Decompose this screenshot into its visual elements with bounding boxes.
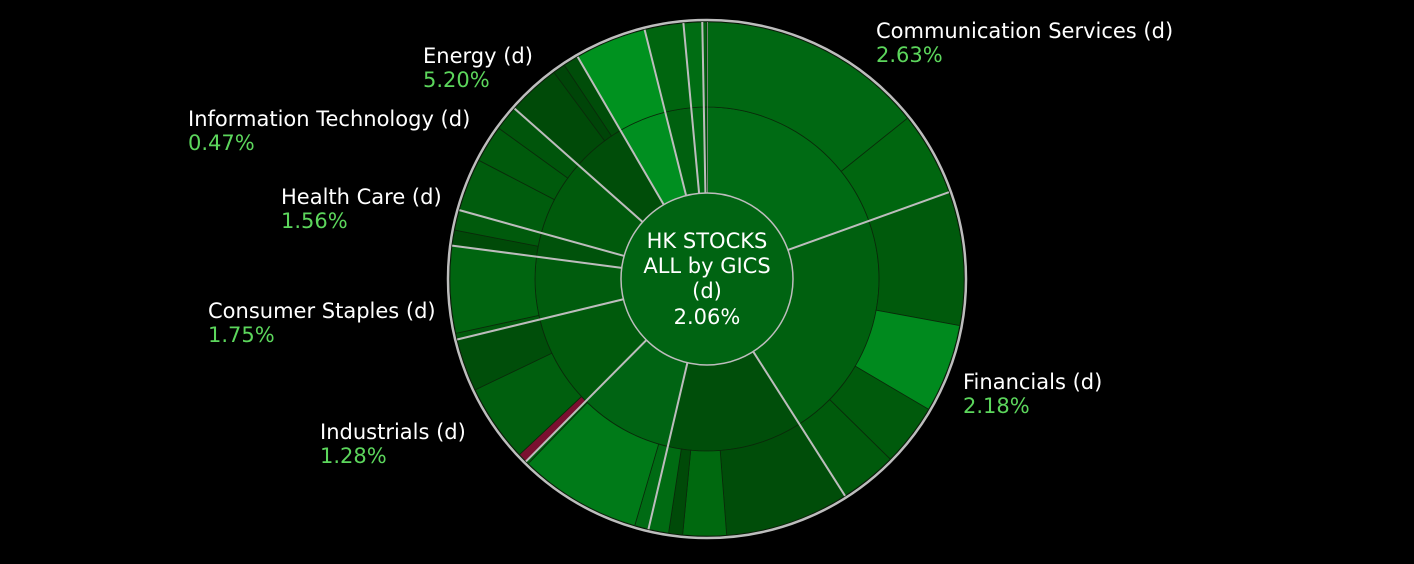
sector-divider-8 [513, 107, 644, 223]
center-value: 2.06% [674, 305, 741, 329]
sector-label-change: 0.47% [188, 131, 255, 155]
sector-label-change: 1.56% [281, 209, 348, 233]
sector-label-change: 1.75% [208, 323, 275, 347]
center-title-line-3: (d) [692, 279, 722, 303]
sector-label-group-9[interactable]: Energy (d)5.20% [423, 44, 533, 92]
outer-ring-outline [446, 18, 968, 540]
sunburst-rings [449, 21, 965, 537]
sector-divider-12 [701, 22, 707, 194]
sector-divider-6 [452, 244, 622, 269]
sector-divider-5 [456, 298, 624, 341]
sector-label-group-7[interactable]: Health Care (d)1.56% [281, 185, 442, 233]
sector-label-group-8[interactable]: Information Technology (d)0.47% [188, 107, 470, 155]
sector-label-name: Energy (d) [423, 44, 533, 68]
center-title-line-2: ALL by GICS [643, 254, 770, 278]
sector-label-name: Financials (d) [963, 370, 1102, 394]
sector-divider-10 [643, 29, 688, 196]
center-circle[interactable] [620, 192, 794, 366]
sector-label-change: 2.63% [876, 43, 943, 67]
sector-label-group-5[interactable]: Consumer Staples (d)1.75% [208, 299, 436, 347]
sector-label-name: Industrials (d) [320, 420, 466, 444]
sector-label-group-1[interactable]: Financials (d)2.18% [963, 370, 1102, 418]
sector-divider-4 [525, 339, 648, 463]
center-node[interactable]: HK STOCKS ALL by GICS (d) 2.06% [620, 192, 794, 366]
sector-label-group-4[interactable]: Industrials (d)1.28% [320, 420, 466, 468]
sector-label-name: Information Technology (d) [188, 107, 470, 131]
sector-label-name: Consumer Staples (d) [208, 299, 436, 323]
sector-divider-11 [682, 22, 701, 194]
sector-label-group-0[interactable]: Communication Services (d)2.63% [876, 19, 1173, 67]
sector-label-change: 1.28% [320, 444, 387, 468]
sector-divider-7 [459, 209, 625, 257]
sector-label-name: Communication Services (d) [876, 19, 1173, 43]
sector-divider-2 [752, 351, 846, 497]
sector-divider-3 [647, 362, 689, 530]
sector-divider-1 [787, 191, 950, 251]
sector-label-change: 5.20% [423, 68, 490, 92]
sector-label-change: 2.18% [963, 394, 1030, 418]
sector-label-name: Health Care (d) [281, 185, 442, 209]
sector-divider-9 [576, 56, 665, 206]
sector-labels: Communication Services (d)2.63% Financial… [188, 19, 1173, 468]
center-title-line-1: HK STOCKS [647, 229, 768, 253]
